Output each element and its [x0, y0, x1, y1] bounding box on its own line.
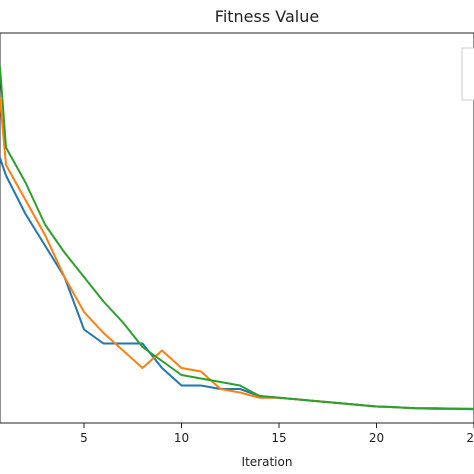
- x-ticks: 5 10 15 20 25: [80, 423, 474, 445]
- series-line-3: [0, 66, 474, 410]
- chart-title: Fitness Value: [215, 7, 319, 26]
- x-tick-label: 10: [174, 431, 189, 445]
- x-tick-label: 20: [369, 431, 384, 445]
- x-axis-label: Iteration: [242, 455, 293, 469]
- axes: [0, 32, 474, 424]
- series-lines: [0, 66, 474, 411]
- series-line-1: [0, 157, 474, 411]
- x-tick-label: 15: [271, 431, 286, 445]
- x-tick-label: 25: [466, 431, 474, 445]
- x-tick-label: 5: [80, 431, 88, 445]
- series-line-2: [0, 97, 474, 410]
- legend-box: [461, 47, 474, 101]
